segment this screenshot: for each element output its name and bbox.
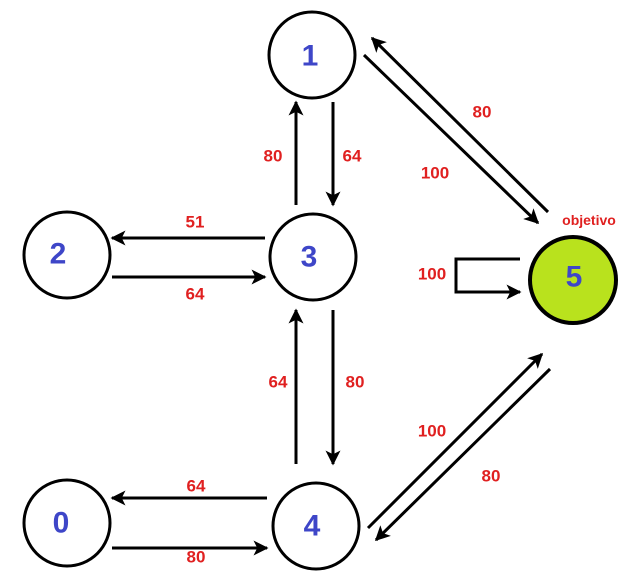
edge-5-to-1	[370, 36, 550, 214]
weight-1-to-5: 100	[421, 164, 449, 183]
edge-4-to-5	[366, 352, 544, 530]
weight-2-to-3: 64	[186, 285, 205, 304]
node-3-label: 3	[301, 241, 318, 274]
weight-3-to-2: 51	[186, 213, 205, 232]
node-1: 1	[267, 10, 357, 100]
node-2: 2	[22, 210, 112, 300]
node-5-goal: 5	[528, 235, 618, 325]
edge-1-to-5	[362, 53, 540, 225]
goal-label: objetivo	[562, 212, 616, 228]
node-4-label: 4	[304, 510, 321, 543]
weight-4-to-0: 64	[187, 477, 206, 496]
weight-4-to-5: 100	[418, 422, 446, 441]
weight-5-to-4: 80	[482, 467, 501, 486]
node-0-label: 0	[53, 507, 70, 540]
node-2-label: 2	[50, 238, 67, 271]
node-0: 0	[22, 478, 112, 568]
weight-3-to-1: 80	[264, 147, 283, 166]
node-4-circle	[271, 481, 361, 571]
node-2-circle	[22, 210, 112, 300]
node-3: 3	[268, 212, 358, 302]
node-5-label: 5	[566, 261, 583, 294]
node-5-circle	[528, 235, 618, 325]
node-1-label: 1	[302, 40, 319, 73]
weight-0-to-4: 80	[187, 548, 206, 567]
weight-1-to-3: 64	[343, 147, 362, 166]
weight-3-to-4: 80	[346, 373, 365, 392]
node-4: 4	[271, 481, 361, 571]
node-3-circle	[268, 212, 358, 302]
edge-5-to-4	[374, 367, 552, 542]
weight-4-to-3: 64	[269, 373, 288, 392]
weight-5-to-1: 80	[473, 103, 492, 122]
edge-5-to-5	[454, 257, 522, 300]
node-0-circle	[22, 478, 112, 568]
weight-5-to-5: 100	[418, 265, 446, 284]
node-1-circle	[267, 10, 357, 100]
